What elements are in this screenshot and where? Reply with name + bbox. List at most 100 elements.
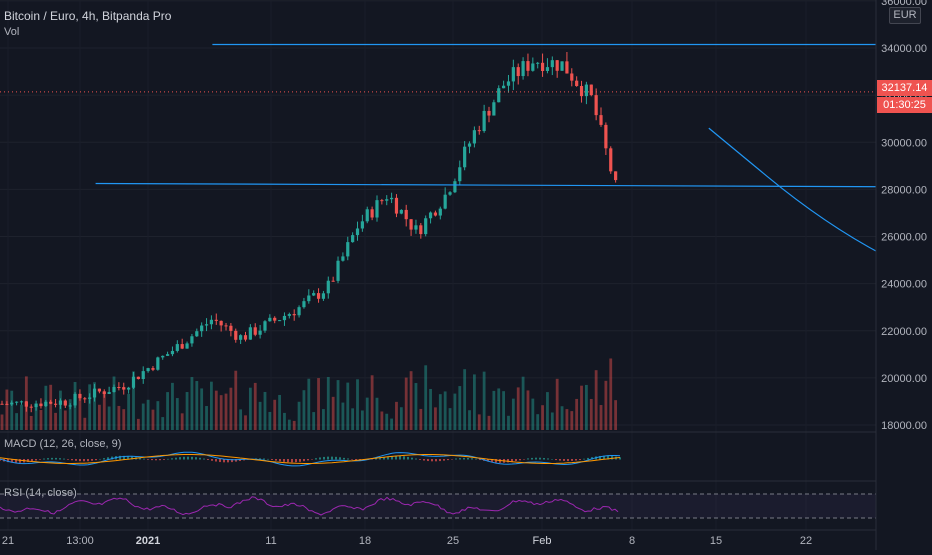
volume-bar: [550, 412, 554, 430]
macd-histogram-bar: [223, 459, 225, 463]
macd-histogram-bar: [167, 458, 169, 460]
candle-body: [175, 344, 179, 351]
volume-bar: [166, 392, 169, 430]
candle-body: [185, 343, 189, 349]
candle-body: [555, 60, 559, 71]
candle-body: [107, 392, 111, 395]
macd-histogram-bar: [51, 457, 53, 460]
volume-bar: [239, 409, 243, 430]
time-tick-label: 11: [265, 535, 276, 547]
volume-bar: [15, 413, 19, 430]
volume-bar: [93, 382, 96, 430]
volume-bar: [317, 378, 320, 430]
candle-body: [316, 293, 321, 299]
macd-histogram-bar: [419, 459, 421, 460]
candle-body: [24, 401, 28, 407]
macd-histogram-bar: [31, 459, 33, 462]
macd-histogram-bar: [227, 459, 229, 463]
macd-histogram-bar: [355, 459, 357, 460]
macd-histogram-bar: [119, 455, 121, 460]
volume-bar: [63, 410, 67, 430]
volume-bar: [565, 409, 569, 430]
volume-bar: [472, 374, 476, 430]
macd-histogram-bar: [387, 456, 389, 460]
candle-body: [29, 406, 33, 408]
volume-bar: [395, 401, 398, 430]
macd-histogram-bar: [295, 459, 297, 463]
candle-body: [516, 67, 520, 77]
volume-bar: [273, 399, 277, 430]
time-tick-label: 13:00: [66, 535, 94, 547]
candle-body: [88, 397, 92, 399]
macd-histogram-bar: [203, 458, 205, 460]
macd-histogram-bar: [123, 455, 125, 460]
volume-bar: [190, 377, 194, 430]
macd-histogram-bar: [183, 456, 185, 460]
candle-body: [112, 387, 116, 393]
volume-bar: [429, 388, 432, 430]
macd-histogram-bar: [459, 458, 461, 460]
volume-bar: [511, 398, 515, 430]
macd-histogram-bar: [0, 459, 1, 461]
volume-bar: [141, 403, 145, 430]
candle-body: [268, 317, 272, 322]
volume-bar: [487, 415, 491, 430]
volume-bar: [497, 388, 501, 430]
candle-body: [63, 400, 67, 406]
candle-body: [565, 61, 569, 74]
macd-histogram-bar: [83, 459, 85, 462]
candle-body: [273, 317, 277, 321]
volume-legend: Vol: [4, 26, 20, 38]
rsi-band: [0, 494, 876, 518]
candle-body: [326, 280, 330, 294]
candle-body: [336, 260, 340, 281]
price-tick-label: 26000.00: [881, 232, 927, 244]
candle-body: [599, 115, 603, 125]
time-tick-label: 25: [447, 535, 459, 547]
macd-histogram-bar: [11, 459, 13, 463]
candle-body: [375, 200, 379, 218]
volume-bar: [570, 411, 574, 430]
candle-body: [404, 209, 408, 220]
macd-histogram-bar: [171, 458, 173, 460]
macd-histogram-bar: [371, 459, 373, 460]
volume-bar: [399, 407, 403, 430]
macd-histogram-bar: [239, 459, 241, 462]
candle-body: [19, 401, 24, 403]
macd-histogram-bar: [139, 457, 141, 460]
candle-body: [575, 80, 579, 87]
macd-label: MACD (12, 26, close, 9): [4, 438, 122, 450]
candle-body: [341, 256, 345, 261]
volume-bar: [453, 393, 457, 430]
volume-bar: [580, 385, 583, 430]
candle-body: [83, 398, 87, 400]
macd-histogram-bar: [399, 455, 401, 460]
volume-bar: [458, 386, 462, 430]
candle-body: [531, 63, 535, 71]
candle-body: [68, 405, 72, 407]
macd-histogram-bar: [343, 457, 345, 460]
macd-histogram-bar: [207, 459, 209, 460]
macd-histogram-bar: [79, 459, 81, 462]
macd-histogram-bar: [71, 459, 73, 461]
candle-body: [458, 167, 462, 182]
volume-bar: [541, 405, 544, 430]
price-tick-label: 22000.00: [881, 326, 927, 338]
volume-bar: [560, 406, 564, 430]
volume-bar: [34, 406, 38, 430]
macd-histogram-bar: [451, 459, 453, 460]
macd-histogram-bar: [435, 459, 437, 462]
macd-histogram-bar: [571, 459, 573, 461]
macd-histogram-bar: [127, 456, 129, 460]
macd-histogram-bar: [467, 457, 469, 460]
volume-bar: [10, 390, 14, 430]
macd-histogram-bar: [347, 458, 349, 460]
macd-histogram-bar: [379, 457, 381, 460]
volume-bar: [526, 390, 530, 430]
volume-bar: [346, 382, 350, 430]
macd-histogram-bar: [423, 459, 425, 461]
volume-bar: [404, 377, 408, 430]
volume-bar: [136, 418, 140, 430]
currency-badge[interactable]: EUR: [889, 7, 921, 24]
